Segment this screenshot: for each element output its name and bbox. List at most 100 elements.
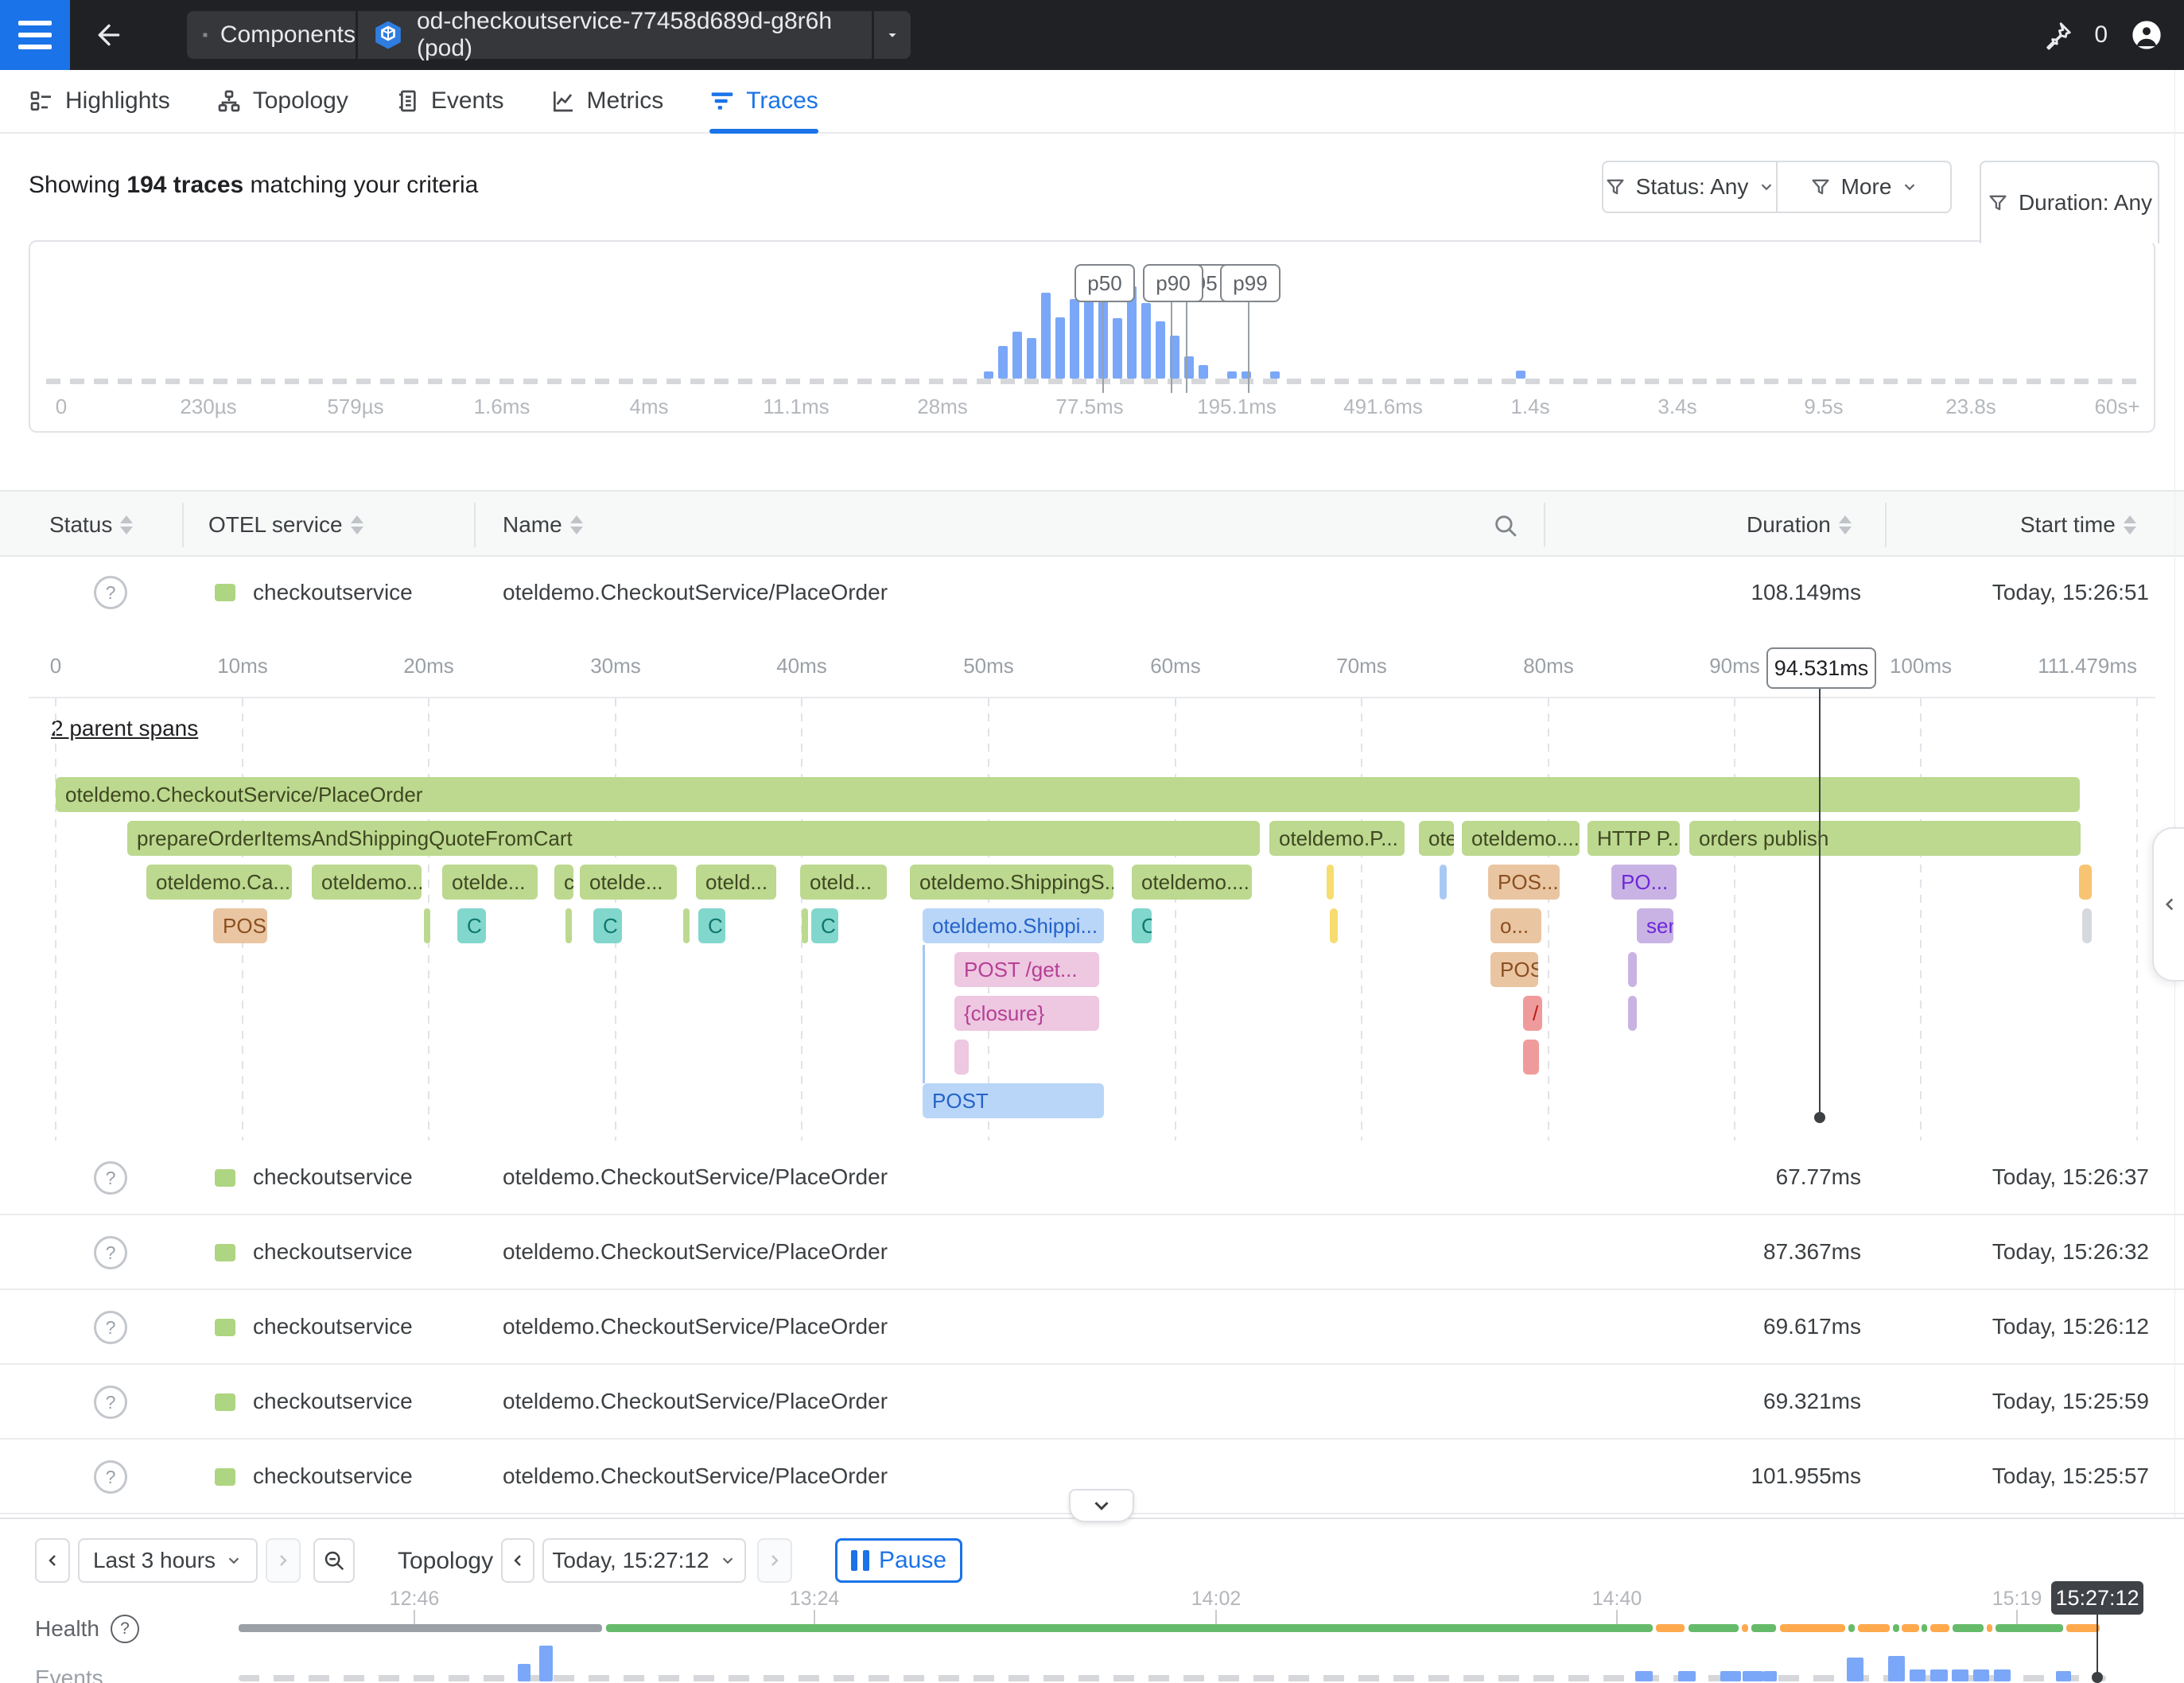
side-panel-handle[interactable] [2152, 827, 2184, 981]
trace-span[interactable] [424, 908, 430, 943]
event-bar [1743, 1671, 1763, 1681]
column-header-status[interactable]: Status [49, 492, 134, 558]
tab-highlights[interactable]: Highlights [29, 70, 170, 132]
trace-span[interactable]: otelde... [580, 865, 677, 900]
column-header-name[interactable]: Name [503, 492, 583, 558]
search-icon[interactable] [1492, 512, 1519, 539]
trace-span[interactable] [1330, 908, 1338, 943]
trace-span[interactable]: o... [1490, 908, 1541, 943]
range-prev-button[interactable] [35, 1538, 70, 1583]
time-range-select[interactable]: Last 3 hours [78, 1538, 258, 1583]
help-icon[interactable]: ? [110, 1615, 139, 1643]
trace-span[interactable]: C [593, 908, 622, 943]
duration-filter-button[interactable]: Duration: Any [1980, 161, 2159, 243]
trace-span[interactable] [2082, 908, 2092, 943]
trace-span[interactable]: / [1523, 996, 1542, 1031]
hamburger-menu-button[interactable] [0, 0, 70, 70]
sort-icon[interactable] [2123, 515, 2136, 534]
duration-marker-label[interactable]: 94.531ms [1766, 647, 1876, 689]
tab-metrics[interactable]: Metrics [550, 70, 663, 132]
range-next-button[interactable] [266, 1538, 301, 1583]
trace-span[interactable] [565, 908, 572, 943]
trace-span[interactable] [1523, 1040, 1539, 1075]
current-time-tag[interactable]: 15:27:12 [2051, 1581, 2143, 1615]
trace-row[interactable]: ? checkoutservice oteldemo.CheckoutService… [0, 557, 2184, 628]
trace-span[interactable]: oteldemo.CheckoutService/PlaceOrder [56, 777, 2080, 812]
zoom-out-button[interactable] [313, 1538, 355, 1583]
trace-span[interactable]: oteldemo.... [312, 865, 422, 900]
expand-rows-button[interactable] [1069, 1489, 1134, 1522]
trace-span[interactable] [802, 908, 808, 943]
trace-span[interactable]: POS [213, 908, 267, 943]
trace-span[interactable]: c [554, 865, 573, 900]
trace-span[interactable] [1628, 996, 1637, 1031]
column-header-otel-service[interactable]: OTEL service [208, 492, 363, 558]
trace-span[interactable]: oteld... [696, 865, 776, 900]
sort-icon[interactable] [569, 515, 583, 534]
trace-span[interactable]: orders publish [1689, 821, 2081, 856]
trace-span[interactable]: oteldemo.... [1132, 865, 1252, 900]
user-avatar[interactable] [2128, 17, 2165, 53]
pin-icon[interactable] [2043, 20, 2073, 50]
trace-span[interactable] [683, 908, 690, 943]
trace-span[interactable]: oteld... [800, 865, 887, 900]
event-bar [518, 1664, 530, 1681]
column-header-duration[interactable]: Duration [1747, 492, 1852, 558]
trace-span[interactable]: oteldemo.Ca... [146, 865, 292, 900]
trace-span[interactable]: oteldemo.ShippingS... [910, 865, 1113, 900]
trace-row[interactable]: ? checkoutservice oteldemo.CheckoutService… [0, 1141, 2184, 1215]
trace-span[interactable]: oteldemo.P... [1269, 821, 1405, 856]
trace-row[interactable]: ? checkoutservice oteldemo.CheckoutService… [0, 1290, 2184, 1365]
trace-span[interactable] [1440, 865, 1447, 900]
time-prev-button[interactable] [501, 1538, 534, 1583]
current-time-select[interactable]: Today, 15:27:12 [542, 1538, 746, 1583]
trace-span[interactable]: ote [1419, 821, 1454, 856]
trace-span[interactable]: {closure} [954, 996, 1099, 1031]
trace-span[interactable] [1327, 865, 1334, 900]
more-filter-button[interactable]: More [1776, 162, 1950, 212]
trace-span[interactable]: oteldemo.Shippi... [923, 908, 1104, 943]
trace-row[interactable]: ? checkoutservice oteldemo.CheckoutService… [0, 1215, 2184, 1290]
sort-icon[interactable] [120, 515, 134, 534]
chevron-left-icon [49, 1555, 56, 1566]
trace-span[interactable] [954, 1040, 969, 1075]
entity-dropdown-caret[interactable] [874, 11, 911, 59]
trace-span[interactable]: prepareOrderItemsAndShippingQuoteFromCar… [127, 821, 1260, 856]
trace-span[interactable]: POST /get... [954, 952, 1099, 987]
chevron-down-icon [1905, 184, 1915, 191]
entity-selector[interactable]: od-checkoutservice-77458d689d-g8r6h (pod… [358, 8, 872, 61]
pause-button[interactable]: Pause [835, 1538, 962, 1583]
column-header-start-time[interactable]: Start time [2020, 492, 2136, 558]
health-segment [1780, 1624, 1845, 1632]
trace-span[interactable]: C [811, 908, 838, 943]
histogram-panel[interactable]: 0 230µs 579µs 1.6ms 4ms 11.1ms 28ms 77.5ms 195.1… [29, 240, 2155, 433]
trace-span[interactable]: oteldemo.... [1462, 821, 1580, 856]
trace-span[interactable] [2079, 865, 2092, 900]
status-filter-button[interactable]: Status: Any [1603, 162, 1776, 212]
sort-icon[interactable] [1838, 515, 1852, 534]
trace-span[interactable]: POST [923, 1083, 1104, 1118]
components-breadcrumb-button[interactable]: Components [187, 11, 356, 59]
service-color-swatch [215, 584, 235, 601]
trace-span[interactable]: C [1132, 908, 1152, 943]
trace-span[interactable] [1628, 952, 1637, 987]
tab-events[interactable]: Events [394, 70, 504, 132]
trace-span[interactable]: C [457, 908, 486, 943]
sort-icon[interactable] [350, 515, 363, 534]
trace-span[interactable]: otelde... [442, 865, 538, 900]
timeline-footer: Last 3 hours Topology Today, 15:27:12 Pa… [0, 1518, 2184, 1683]
trace-row[interactable]: ? checkoutservice oteldemo.CheckoutService… [0, 1365, 2184, 1440]
tab-topology[interactable]: Topology [216, 70, 348, 132]
trace-span[interactable]: C [698, 908, 725, 943]
trace-span[interactable]: sen [1637, 908, 1673, 943]
trace-span[interactable]: PO... [1611, 865, 1677, 900]
parent-spans-link[interactable]: 2 parent spans [51, 716, 199, 740]
waterfall-axis-tick: 40ms [776, 654, 827, 678]
trace-span[interactable]: POS [1490, 952, 1538, 987]
trace-span[interactable]: HTTP P... [1587, 821, 1680, 856]
time-next-button[interactable] [757, 1538, 792, 1583]
histogram-axis-label: 4ms [629, 395, 669, 418]
back-button[interactable] [89, 17, 129, 52]
tab-traces[interactable]: Traces [709, 70, 818, 134]
trace-span[interactable]: POS... [1488, 865, 1560, 900]
